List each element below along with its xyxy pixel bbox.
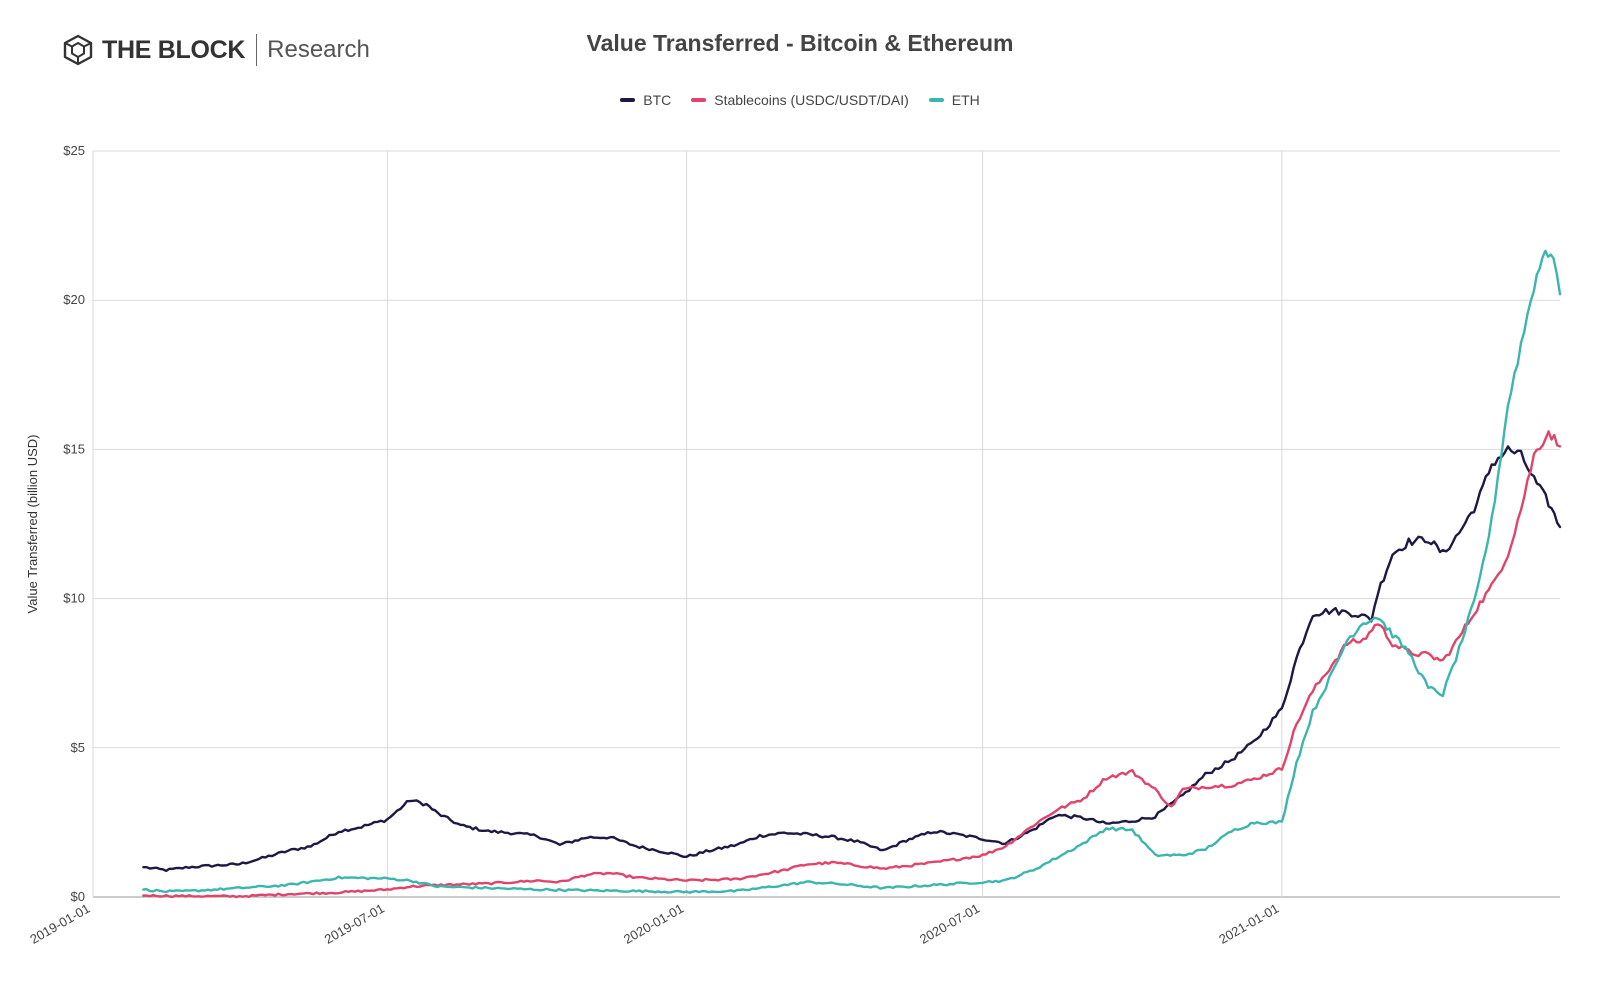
cube-logo-icon (63, 34, 93, 66)
x-tick-label: 2020-07-01 (917, 901, 982, 947)
y-tick-label: $5 (71, 740, 85, 755)
brand-divider (256, 34, 258, 66)
legend-label-eth: ETH (951, 92, 980, 108)
legend-swatch-btc (620, 98, 636, 102)
legend-swatch-eth (928, 98, 944, 102)
x-tick-label: 2019-01-01 (27, 901, 92, 947)
series-line-stablecoins (142, 430, 1562, 899)
y-tick-label: $10 (63, 591, 85, 606)
legend-item-eth[interactable]: ETH (928, 92, 980, 108)
legend-label-stablecoins: Stablecoins (USDC/USDT/DAI) (714, 92, 909, 108)
chart-legend: BTC Stablecoins (USDC/USDT/DAI) ETH (0, 92, 1600, 108)
x-tick-label: 2019-07-01 (322, 901, 387, 947)
legend-item-stablecoins[interactable]: Stablecoins (USDC/USDT/DAI) (691, 92, 909, 108)
x-tick-label: 2021-01-01 (1216, 901, 1281, 947)
legend-swatch-stablecoins (691, 98, 707, 102)
y-tick-label: $25 (63, 143, 85, 158)
series-line-eth (142, 249, 1562, 894)
x-tick-label: 2020-01-01 (621, 901, 686, 947)
brand-sub: Research (267, 36, 370, 63)
y-axis-label: Value Transferred (billion USD) (25, 435, 40, 614)
brand-logo: THE BLOCK Research (62, 30, 370, 70)
brand-name: THE BLOCK (102, 35, 246, 64)
legend-item-btc[interactable]: BTC (620, 92, 671, 108)
series-line-btc (142, 445, 1562, 873)
y-tick-label: $15 (63, 441, 85, 456)
legend-label-btc: BTC (643, 92, 672, 108)
chart-title: Value Transferred - Bitcoin & Ethereum (586, 30, 1014, 56)
y-tick-label: $20 (63, 292, 85, 307)
y-tick-label: $0 (71, 889, 85, 904)
